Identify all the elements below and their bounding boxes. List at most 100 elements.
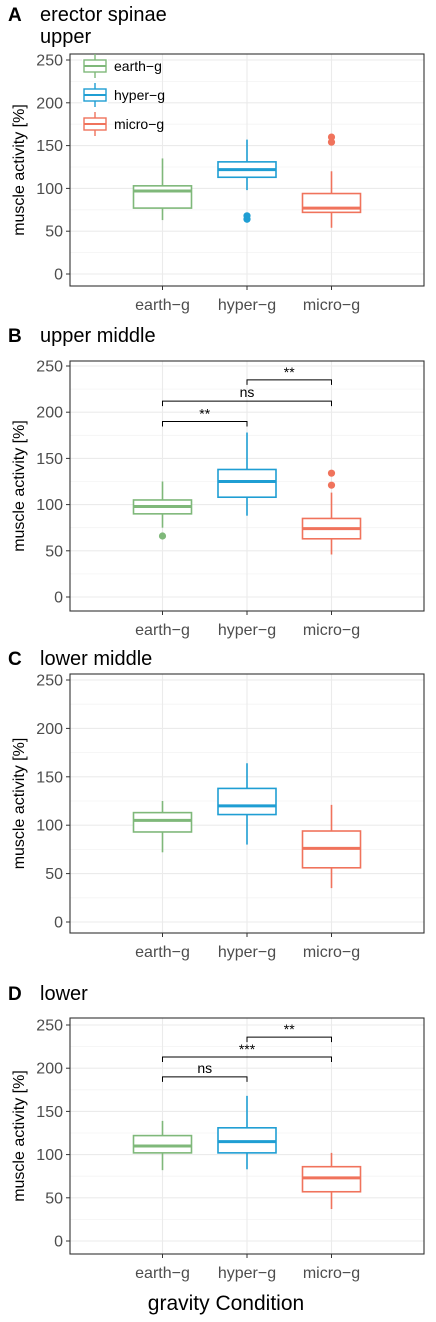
legend-label: micro−g bbox=[114, 116, 164, 132]
significance-bracket: ns bbox=[162, 384, 332, 407]
box-micro-g bbox=[301, 1152, 362, 1210]
y-tick-label: 50 bbox=[45, 543, 63, 560]
box-iqr bbox=[132, 185, 193, 209]
significance-bracket: *** bbox=[162, 1041, 332, 1062]
y-tick-label: 250 bbox=[36, 53, 63, 70]
x-tick-label: hyper−g bbox=[218, 944, 276, 961]
box-hyper-g bbox=[217, 432, 277, 516]
panel-letter: A bbox=[8, 5, 22, 26]
grid bbox=[70, 361, 424, 611]
box-micro-g bbox=[301, 804, 362, 889]
y-tick-label: 200 bbox=[36, 95, 63, 112]
bracket-line bbox=[162, 1076, 248, 1082]
outlier-point bbox=[327, 481, 336, 489]
y-axis-title: muscle activity [%] bbox=[11, 104, 28, 236]
box-iqr bbox=[132, 811, 193, 833]
y-tick-label: 0 bbox=[54, 590, 63, 607]
legend-item-hyper-g: hyper−g bbox=[82, 83, 165, 107]
panel-title: lower bbox=[40, 983, 88, 1005]
y-tick-label: 200 bbox=[36, 721, 63, 738]
x-tick-label: earth−g bbox=[135, 622, 190, 639]
legend-item-earth-g: earth−g bbox=[82, 54, 162, 78]
panel-letter: C bbox=[8, 649, 22, 670]
bracket-line bbox=[246, 1036, 332, 1043]
bracket-line bbox=[162, 400, 332, 407]
y-tick-label: 150 bbox=[36, 138, 63, 155]
y-tick-label: 200 bbox=[36, 1061, 63, 1078]
y-tick-label: 150 bbox=[36, 1104, 63, 1121]
box-hyper-g bbox=[217, 139, 277, 223]
bracket-label: ns bbox=[240, 384, 255, 400]
y-tick-label: 200 bbox=[36, 405, 63, 422]
significance-bracket: ** bbox=[246, 1021, 332, 1043]
box-hyper-g bbox=[217, 1095, 277, 1170]
panel-title-line-2: upper bbox=[40, 26, 91, 48]
y-tick-label: 50 bbox=[45, 224, 63, 241]
panel-title: erector spinae bbox=[40, 4, 167, 26]
significance-bracket: ns bbox=[162, 1060, 248, 1082]
x-tick-label: micro−g bbox=[303, 297, 360, 314]
bracket-label: *** bbox=[239, 1041, 256, 1057]
y-tick-label: 100 bbox=[36, 1147, 63, 1164]
x-axis-title: gravity Condition bbox=[148, 1292, 304, 1315]
y-tick-label: 100 bbox=[36, 818, 63, 835]
x-tick-label: hyper−g bbox=[218, 622, 276, 639]
outlier-point bbox=[158, 532, 167, 540]
y-tick-label: 150 bbox=[36, 451, 63, 468]
x-tick-label: earth−g bbox=[135, 944, 190, 961]
y-tick-label: 50 bbox=[45, 1190, 63, 1207]
y-tick-label: 0 bbox=[54, 1234, 63, 1251]
bracket-label: ns bbox=[197, 1060, 212, 1076]
y-tick-label: 250 bbox=[36, 359, 63, 376]
legend: earth−g hyper−g micro−g bbox=[82, 54, 165, 136]
legend-label: earth−g bbox=[114, 58, 162, 74]
box-earth-g bbox=[132, 481, 193, 540]
y-tick-label: 100 bbox=[36, 181, 63, 198]
panel-title: lower middle bbox=[40, 648, 152, 670]
y-axis-title: muscle activity [%] bbox=[11, 420, 28, 552]
y-tick-label: 100 bbox=[36, 497, 63, 514]
y-tick-label: 250 bbox=[36, 673, 63, 690]
box-earth-g bbox=[132, 1120, 193, 1171]
box-earth-g bbox=[132, 801, 193, 853]
legend-item-micro-g: micro−g bbox=[82, 112, 164, 136]
outlier-point bbox=[327, 133, 336, 141]
x-tick-label: micro−g bbox=[303, 622, 360, 639]
panel-letter: B bbox=[8, 326, 22, 347]
y-tick-label: 250 bbox=[36, 1018, 63, 1035]
x-tick-label: hyper−g bbox=[218, 297, 276, 314]
box-micro-g bbox=[301, 469, 362, 555]
bracket-line bbox=[162, 1056, 332, 1062]
x-tick-label: earth−g bbox=[135, 1265, 190, 1282]
y-tick-label: 0 bbox=[54, 267, 63, 284]
outlier-point bbox=[327, 138, 336, 146]
bracket-label: ** bbox=[284, 1021, 295, 1037]
bracket-line bbox=[246, 379, 332, 385]
x-tick-label: hyper−g bbox=[218, 1265, 276, 1282]
box-iqr bbox=[217, 468, 277, 499]
x-tick-label: micro−g bbox=[303, 1265, 360, 1282]
x-tick-label: earth−g bbox=[135, 297, 190, 314]
bracket-label: ** bbox=[284, 364, 295, 380]
y-axis-title: muscle activity [%] bbox=[11, 738, 28, 870]
bracket-label: ** bbox=[199, 405, 210, 421]
significance-bracket: ** bbox=[162, 405, 248, 427]
panel-letter: D bbox=[8, 984, 22, 1005]
box-hyper-g bbox=[217, 763, 277, 845]
panel-title: upper middle bbox=[40, 325, 156, 347]
y-tick-label: 0 bbox=[54, 915, 63, 932]
outlier-point bbox=[327, 469, 336, 477]
box-earth-g bbox=[132, 158, 193, 221]
y-tick-label: 50 bbox=[45, 866, 63, 883]
box-iqr bbox=[132, 1134, 193, 1154]
box-iqr bbox=[217, 787, 277, 816]
legend-label: hyper−g bbox=[114, 87, 165, 103]
bracket-line bbox=[162, 420, 248, 427]
outlier-point bbox=[243, 212, 251, 220]
box-micro-g bbox=[301, 133, 362, 228]
